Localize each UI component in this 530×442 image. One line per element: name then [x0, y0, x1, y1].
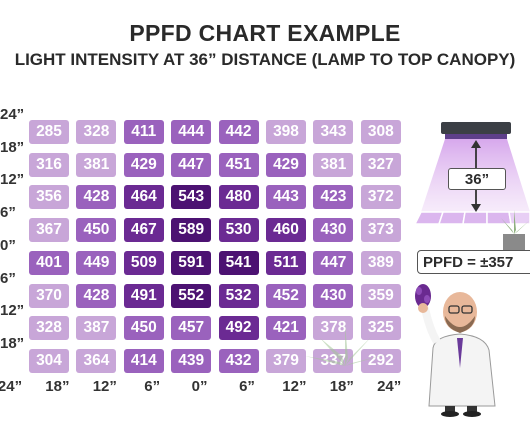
heatmap-cell: 552: [171, 283, 212, 308]
heatmap-cell: 325: [360, 316, 401, 341]
x-axis-label: 12”: [92, 378, 117, 395]
heatmap-cell: 432: [218, 348, 259, 373]
heatmap-cell: 367: [29, 218, 69, 243]
heatmap-cell: 285: [29, 120, 69, 144]
y-axis-label: 6”: [0, 269, 16, 287]
heatmap-cell: 541: [218, 250, 259, 275]
heatmap-cell: 327: [360, 152, 401, 177]
heatmap-cell: 589: [171, 218, 212, 243]
heatmap-cell: 530: [218, 218, 259, 243]
x-axis-label: 24”: [377, 378, 402, 395]
heatmap-cell: 356: [29, 185, 69, 210]
heatmap-cell: 430: [313, 218, 354, 243]
heatmap-cell: 457: [171, 316, 212, 341]
heatmap-cell: 421: [266, 316, 306, 341]
scientist-mascot-illustration: [415, 284, 496, 417]
heatmap-cell: 398: [266, 120, 306, 144]
heatmap-cell: 430: [313, 283, 354, 308]
heatmap-cell: 379: [266, 348, 306, 373]
lamp-distance-label: 36”: [448, 168, 506, 190]
heatmap-cell: 428: [76, 185, 117, 210]
heatmap-cell: 308: [360, 120, 401, 144]
y-axis-label: 24”: [0, 106, 25, 123]
heatmap-cell: 370: [29, 283, 69, 308]
heatmap-cell: 447: [313, 250, 354, 275]
heatmap-cell: 429: [266, 152, 306, 177]
heatmap-cell: 511: [266, 250, 306, 275]
heatmap-cell: 429: [123, 152, 164, 177]
y-axis-label: 0”: [0, 236, 16, 254]
heatmap-cell: 292: [360, 348, 401, 373]
heatmap-cell: 464: [123, 185, 164, 210]
heatmap-cell: 387: [76, 316, 117, 341]
heatmap-cell: 447: [171, 152, 212, 177]
heatmap-cell: 304: [29, 348, 69, 373]
heatmap-cell: 359: [360, 283, 401, 308]
heatmap-cell: 460: [266, 218, 306, 243]
heatmap-cell: 509: [123, 250, 164, 275]
heatmap-cell: 428: [76, 283, 117, 308]
heatmap-cell: 450: [123, 316, 164, 341]
heatmap-cell: 591: [171, 250, 212, 275]
heatmap-cell: 492: [218, 316, 259, 341]
heatmap-cell: 411: [123, 120, 164, 144]
y-axis-label: 18”: [0, 334, 25, 352]
heatmap-cell: 444: [171, 120, 212, 144]
x-axis-label: 6”: [239, 378, 255, 395]
heatmap-cell: 381: [313, 152, 354, 177]
heatmap-cell: 364: [76, 348, 117, 373]
heatmap-cell: 491: [123, 283, 164, 308]
chart-title: PPFD CHART EXAMPLE: [129, 20, 401, 46]
heatmap-cell: 328: [29, 316, 69, 341]
y-axis-label: 6”: [0, 204, 16, 222]
heatmap-cell: 449: [76, 250, 117, 275]
heatmap-cell: 467: [123, 218, 164, 243]
y-axis-label: 12”: [0, 302, 25, 320]
heatmap-cell: 450: [76, 218, 117, 243]
heatmap-cell: 451: [218, 152, 259, 177]
heatmap-cell: 439: [171, 348, 212, 373]
heatmap-cell: 373: [360, 218, 401, 243]
heatmap-cell: 480: [218, 185, 259, 210]
heatmap-cell: 378: [313, 316, 354, 341]
x-axis-label: 18”: [45, 378, 70, 395]
heatmap-cell: 316: [29, 152, 69, 177]
x-axis-label: 12”: [282, 378, 307, 395]
heatmap-cell: 372: [360, 185, 401, 210]
heatmap-cell: 328: [76, 120, 117, 144]
y-axis-label: 12”: [0, 171, 25, 189]
chart-subtitle: LIGHT INTENSITY AT 36” DISTANCE (LAMP TO…: [14, 50, 516, 69]
ppfd-average-label: PPFD = ±357: [417, 250, 530, 274]
x-axis-label: 24”: [0, 378, 23, 395]
x-axis-label: 18”: [329, 378, 354, 395]
heatmap-cell: 343: [313, 120, 354, 144]
heatmap-cell: 543: [171, 185, 212, 210]
heatmap-cell: 452: [266, 283, 306, 308]
x-axis-label: 0”: [191, 378, 208, 395]
heatmap-cell: 381: [76, 152, 117, 177]
x-axis-label: 6”: [144, 378, 161, 395]
heatmap-cell: 443: [266, 185, 306, 210]
heatmap-cell: 401: [29, 250, 69, 275]
cannabis-leaf-icon: [305, 324, 388, 366]
heatmap-cell: 442: [218, 120, 259, 144]
y-axis-label: 18”: [0, 138, 25, 156]
heatmap-cell: 414: [123, 348, 164, 373]
heatmap-cell: 532: [218, 283, 259, 308]
heatmap-cell: 389: [360, 250, 401, 275]
heatmap-cell: 423: [313, 185, 354, 210]
